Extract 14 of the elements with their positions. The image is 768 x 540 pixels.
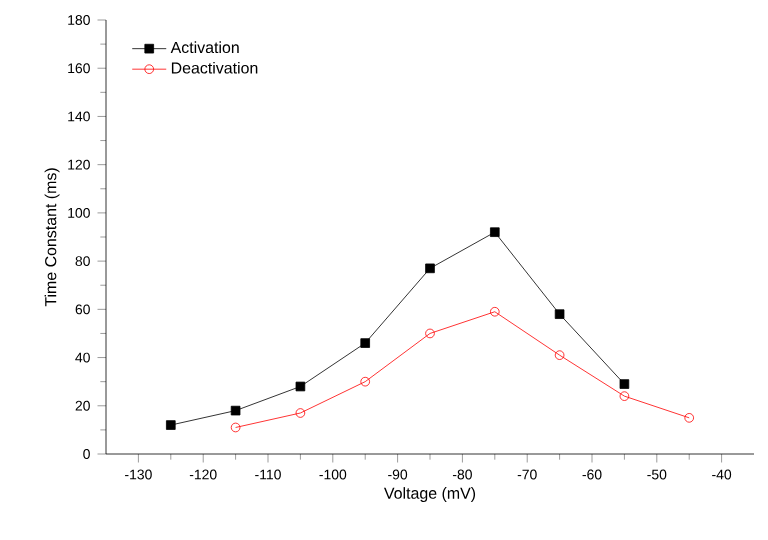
point bbox=[360, 338, 370, 348]
point bbox=[425, 328, 435, 339]
point bbox=[360, 376, 370, 387]
point bbox=[619, 379, 630, 389]
point bbox=[295, 408, 306, 418]
point bbox=[619, 391, 630, 401]
point bbox=[554, 350, 565, 360]
point bbox=[490, 306, 500, 317]
point bbox=[554, 309, 565, 319]
point bbox=[295, 381, 306, 392]
point bbox=[490, 227, 500, 237]
point bbox=[166, 420, 176, 430]
point bbox=[230, 405, 241, 416]
point bbox=[425, 263, 435, 274]
